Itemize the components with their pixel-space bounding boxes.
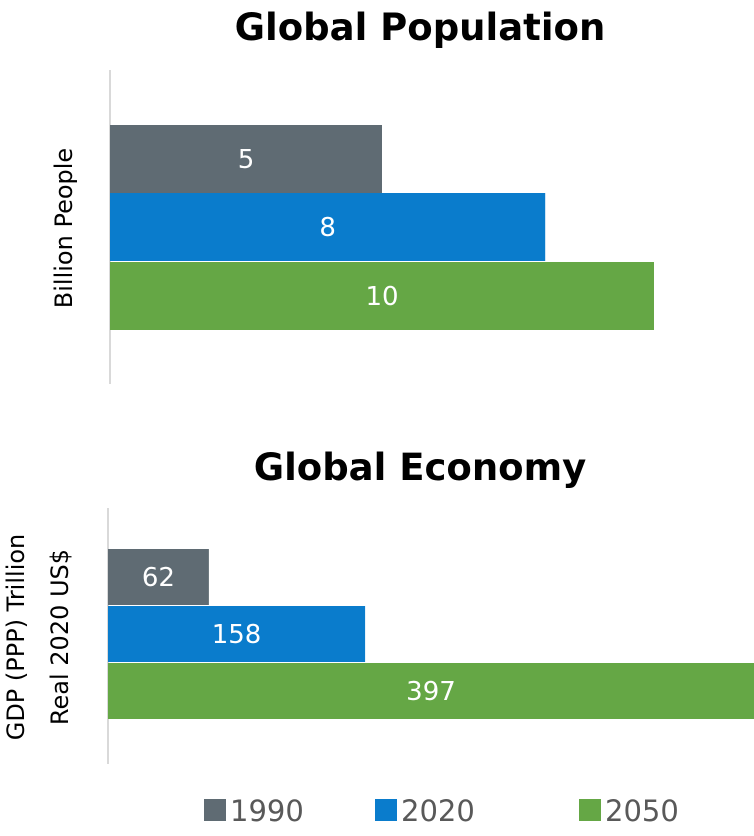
legend-label-2020: 2020	[401, 794, 475, 828]
population-bars: 5 8 10	[110, 125, 654, 330]
economy-chart: Global Economy GDP (PPP) Trillion Real 2…	[2, 446, 754, 764]
economy-bar-2050	[108, 663, 754, 719]
economy-bar-label-2020: 158	[212, 620, 262, 650]
economy-bar-label-1990: 62	[142, 563, 175, 593]
population-chart-title: Global Population	[235, 6, 606, 49]
legend-label-1990: 1990	[230, 794, 304, 828]
population-bar-2050	[110, 262, 654, 330]
economy-bar-1990	[108, 549, 209, 605]
economy-bar-label-2050: 397	[406, 677, 456, 707]
population-bar-label-2020: 8	[319, 213, 336, 243]
legend-swatch-1990	[204, 799, 226, 821]
legend-label-2050: 2050	[605, 794, 679, 828]
legend: 1990 2020 2050	[204, 794, 679, 828]
population-bar-1990	[110, 125, 382, 193]
economy-y-axis-label-line2: Real 2020 US$	[46, 549, 74, 725]
economy-chart-title: Global Economy	[254, 446, 587, 489]
population-bar-label-2050: 10	[365, 282, 398, 312]
legend-swatch-2050	[579, 799, 601, 821]
population-chart: Global Population Billion People 5 8 10	[50, 6, 654, 384]
economy-bars: 62 158 397	[108, 549, 754, 719]
economy-bar-2020	[108, 606, 366, 662]
population-bar-label-1990: 5	[238, 145, 255, 175]
legend-swatch-2020	[375, 799, 397, 821]
population-bar-2020	[110, 193, 546, 261]
economy-y-axis-label-line1: GDP (PPP) Trillion	[2, 534, 30, 741]
population-y-axis-label: Billion People	[50, 148, 78, 308]
